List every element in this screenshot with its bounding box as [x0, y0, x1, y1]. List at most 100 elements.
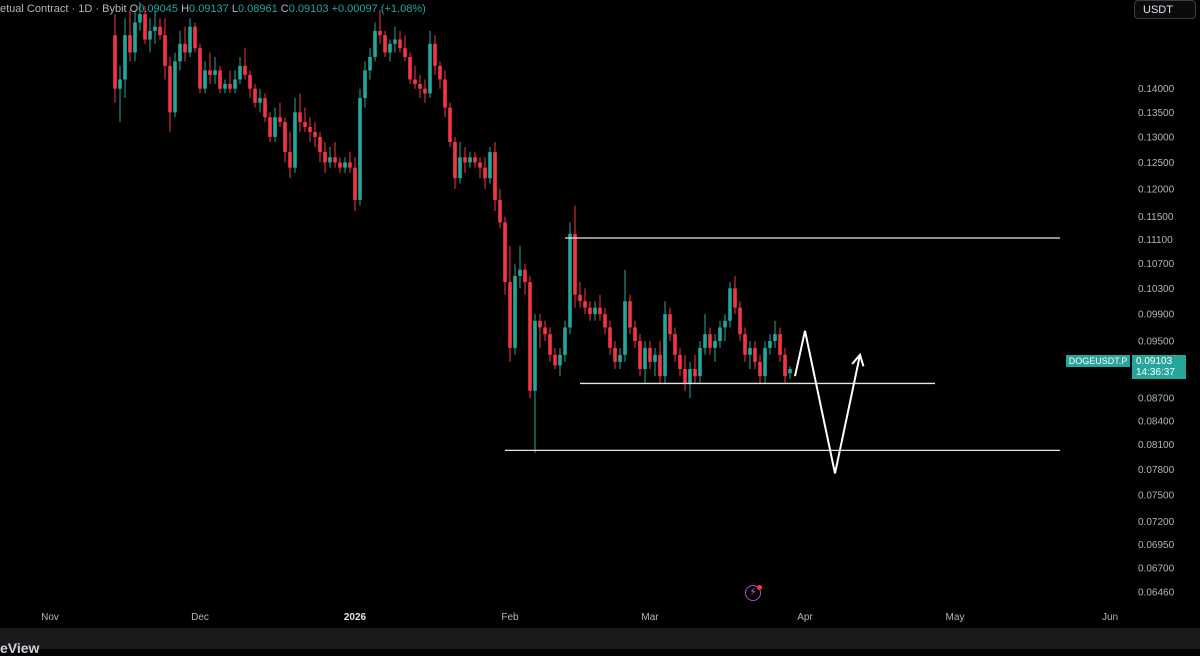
candle: [778, 327, 782, 362]
candle-body: [378, 30, 382, 36]
candle-body: [658, 354, 662, 377]
candle-body: [683, 368, 687, 384]
candle-body: [748, 347, 752, 355]
time-tick-label: Feb: [501, 612, 519, 623]
candle: [158, 18, 162, 40]
candle: [428, 30, 432, 99]
candle-body: [528, 282, 532, 391]
candle: [143, 5, 147, 44]
candle: [418, 74, 422, 99]
bar-countdown: 14:36:37: [1136, 367, 1175, 378]
candle: [138, 1, 142, 31]
candle: [578, 282, 582, 308]
candle: [468, 152, 472, 168]
candle-body: [578, 294, 582, 302]
candle: [243, 48, 247, 80]
candle-body: [778, 334, 782, 355]
candle: [533, 314, 537, 453]
candle-body: [388, 43, 392, 53]
candle: [163, 18, 167, 80]
time-tick-label: Dec: [191, 612, 209, 623]
candle-body: [218, 70, 222, 89]
candle: [403, 35, 407, 62]
candle-body: [283, 122, 287, 153]
candle: [513, 263, 517, 355]
candle-body: [173, 61, 177, 113]
candle: [648, 340, 652, 369]
candle-body: [128, 35, 132, 53]
candle-body: [668, 314, 672, 335]
candle-body: [383, 35, 387, 53]
candle: [528, 275, 532, 399]
candle: [608, 320, 612, 355]
candle-body: [213, 70, 217, 75]
candle: [668, 307, 672, 341]
time-tick-label: Mar: [641, 612, 659, 623]
candle-body: [643, 347, 647, 369]
candle-body: [638, 340, 642, 369]
interval-label[interactable]: 1D: [78, 3, 93, 15]
time-axis[interactable]: Nov Dec 2026 Feb Mar Apr May Jun: [41, 612, 1118, 623]
candle: [278, 102, 282, 127]
close-key: C: [280, 3, 289, 15]
candle: [388, 39, 392, 62]
price-tick-label: 0.11100: [1138, 235, 1173, 246]
candle: [783, 347, 787, 384]
candle: [603, 307, 607, 335]
candle-body: [573, 233, 577, 295]
brand-logo-text: eView: [0, 640, 40, 656]
candle-body: [448, 107, 452, 142]
candle-body: [208, 70, 212, 75]
price-tick-label: 0.06460: [1138, 587, 1175, 598]
flash-icon[interactable]: ⚡: [745, 585, 762, 601]
candle-body: [373, 30, 377, 57]
candle: [328, 147, 332, 168]
candle: [438, 61, 442, 89]
candle: [433, 35, 437, 75]
change-value: +0.00097: [331, 3, 378, 15]
candle: [688, 361, 692, 399]
candle-body: [423, 88, 427, 94]
candle: [173, 52, 177, 118]
candle-body: [238, 65, 242, 80]
candle: [583, 288, 587, 315]
open-key: O: [129, 3, 139, 15]
price-axis[interactable]: 0.14000 0.13500 0.13000 0.12500 0.12000 0.115…: [1138, 84, 1175, 598]
candle: [363, 61, 367, 108]
candle-body: [703, 334, 707, 348]
candle-body: [783, 354, 787, 377]
candle: [663, 301, 667, 384]
candle: [713, 334, 717, 362]
candle: [493, 141, 497, 212]
candle: [303, 107, 307, 132]
currency-button[interactable]: USDT: [1134, 0, 1196, 19]
candle-body: [398, 39, 402, 49]
price-tick-label: 0.14000: [1138, 84, 1175, 95]
candle: [208, 52, 212, 85]
candle: [153, 10, 157, 44]
candle-body: [318, 136, 322, 153]
candle-body: [708, 334, 712, 348]
candle: [308, 117, 312, 142]
candle-body: [118, 79, 122, 89]
candle: [213, 56, 217, 85]
candle-body: [418, 84, 422, 89]
candle-body: [293, 112, 297, 168]
candle: [508, 245, 512, 362]
candle: [568, 222, 572, 335]
candle: [463, 147, 467, 173]
candle: [393, 26, 397, 53]
candle: [373, 22, 377, 62]
candle-body: [633, 327, 637, 341]
candle-body: [553, 354, 557, 366]
candle: [483, 157, 487, 189]
last-price-tag: 0.09103 14:36:37: [1132, 355, 1186, 379]
time-tick-label: Jun: [1102, 612, 1118, 623]
candle: [353, 157, 357, 212]
candle: [283, 117, 287, 163]
high-key: H: [181, 3, 190, 15]
candle-body: [663, 314, 667, 377]
candle-body: [758, 361, 762, 377]
